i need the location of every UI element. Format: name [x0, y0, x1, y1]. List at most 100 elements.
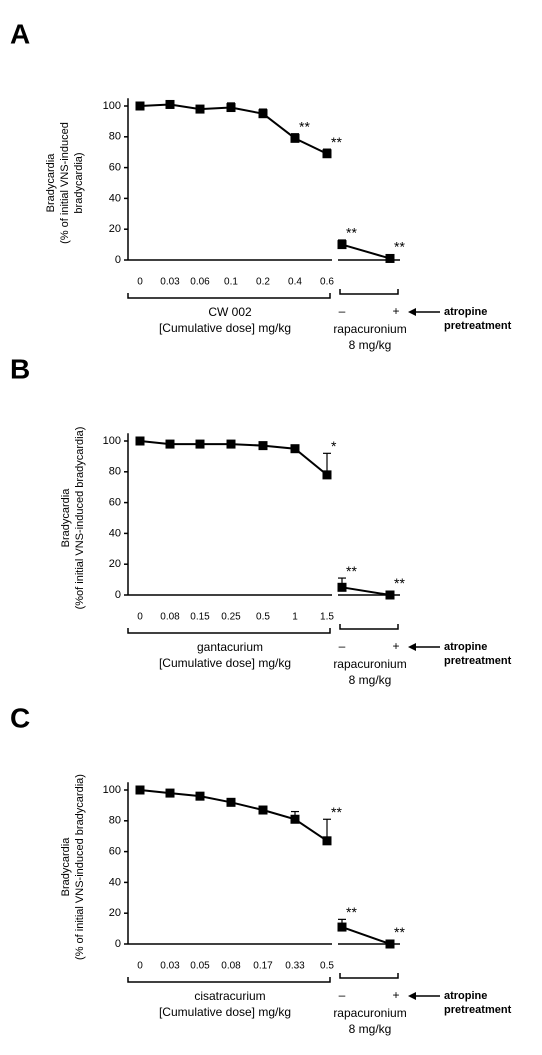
y-tick-label: 20 — [109, 223, 121, 235]
group-label: gantacurium — [197, 640, 263, 654]
bracket — [339, 289, 399, 295]
y-axis-label: bradycardia) — [73, 152, 85, 213]
marker — [165, 99, 175, 109]
significance-label: ** — [346, 225, 357, 241]
marker — [165, 788, 175, 798]
marker — [337, 240, 347, 250]
marker — [165, 439, 175, 449]
marker — [322, 470, 332, 480]
y-tick-label: 60 — [109, 497, 121, 509]
marker — [385, 253, 395, 263]
significance-label: ** — [394, 239, 405, 255]
group-label: [Cumulative dose] mg/kg — [159, 321, 291, 335]
x-tick-label: 0.03 — [160, 277, 180, 288]
marker — [337, 582, 347, 592]
panel-label: C — [10, 702, 30, 733]
marker — [385, 590, 395, 600]
x-tick-label: 0 — [137, 961, 143, 972]
marker — [322, 836, 332, 846]
x-tick-label: 0.1 — [224, 277, 238, 288]
y-tick-label: 80 — [109, 815, 121, 827]
y-axis-label: (% of initial VNS-induced — [59, 122, 71, 244]
y-tick-label: 100 — [103, 784, 121, 796]
x-tick-label: 0.2 — [256, 277, 270, 288]
arrow-label: pretreatment — [444, 320, 512, 332]
group-label: cisatracurium — [194, 989, 265, 1003]
y-tick-label: 40 — [109, 192, 121, 204]
bracket — [127, 977, 331, 983]
x-tick-label: 0 — [137, 277, 143, 288]
group-label: rapacuronium — [333, 1006, 406, 1020]
y-tick-label: 60 — [109, 162, 121, 174]
x-tick-label: 0.6 — [320, 277, 334, 288]
y-tick-label: 0 — [115, 254, 121, 266]
significance-label: ** — [346, 563, 357, 579]
x-tick-label: + — [392, 639, 399, 653]
y-tick-label: 60 — [109, 846, 121, 858]
x-tick-label: 0.25 — [221, 612, 241, 623]
x-tick-label: 0.08 — [160, 612, 180, 623]
x-tick-label: 0.08 — [221, 961, 241, 972]
group-label: CW 002 — [208, 305, 252, 319]
marker — [258, 805, 268, 815]
x-tick-label: + — [392, 304, 399, 318]
y-axis-label: Bradycardia — [60, 488, 72, 548]
x-tick-label: – — [339, 639, 346, 653]
marker — [290, 444, 300, 454]
bracket — [127, 628, 331, 634]
significance-label: ** — [331, 804, 342, 820]
series-line — [341, 926, 391, 945]
y-tick-label: 40 — [109, 527, 121, 539]
marker — [226, 797, 236, 807]
y-tick-label: 100 — [103, 100, 121, 112]
y-tick-label: 0 — [115, 938, 121, 950]
group-label: 8 mg/kg — [349, 1022, 392, 1036]
x-tick-label: 0.5 — [320, 961, 334, 972]
significance-label: ** — [299, 118, 310, 134]
marker — [195, 439, 205, 449]
significance-label: ** — [394, 924, 405, 940]
y-tick-label: 20 — [109, 558, 121, 570]
bracket — [339, 973, 399, 979]
x-tick-label: – — [339, 304, 346, 318]
marker — [290, 814, 300, 824]
panel-label: B — [10, 353, 30, 384]
group-label: 8 mg/kg — [349, 338, 392, 352]
marker — [385, 939, 395, 949]
x-tick-label: 1 — [292, 612, 298, 623]
y-axis-label: (% of initial VNS-induced bradycardia) — [74, 774, 86, 960]
series-line — [341, 243, 391, 260]
x-tick-label: 0.15 — [190, 612, 210, 623]
significance-label: ** — [394, 575, 405, 591]
marker — [135, 101, 145, 111]
arrow-label: atropine — [444, 641, 487, 653]
arrow-label: atropine — [444, 306, 487, 318]
y-tick-label: 40 — [109, 876, 121, 888]
y-tick-label: 20 — [109, 907, 121, 919]
marker — [258, 109, 268, 119]
bracket — [339, 624, 399, 630]
marker — [258, 441, 268, 451]
panel-label: A — [10, 18, 30, 49]
significance-label: * — [331, 438, 337, 454]
marker — [322, 149, 332, 159]
y-tick-label: 0 — [115, 589, 121, 601]
series-line — [341, 586, 391, 596]
x-tick-label: 0.03 — [160, 961, 180, 972]
x-tick-label: 0 — [137, 612, 143, 623]
x-tick-label: – — [339, 988, 346, 1002]
marker — [135, 785, 145, 795]
bracket — [127, 293, 331, 299]
y-axis-label: Bradycardia — [60, 837, 72, 897]
x-tick-label: + — [392, 988, 399, 1002]
group-label: 8 mg/kg — [349, 673, 392, 687]
x-tick-label: 0.17 — [253, 961, 273, 972]
y-tick-label: 80 — [109, 131, 121, 143]
marker — [135, 436, 145, 446]
x-tick-label: 0.33 — [285, 961, 305, 972]
group-label: [Cumulative dose] mg/kg — [159, 1005, 291, 1019]
y-axis-label: (%of initial VNS-induced bradycardia) — [74, 427, 86, 610]
arrow-head — [408, 643, 416, 651]
x-tick-label: 1.5 — [320, 612, 334, 623]
